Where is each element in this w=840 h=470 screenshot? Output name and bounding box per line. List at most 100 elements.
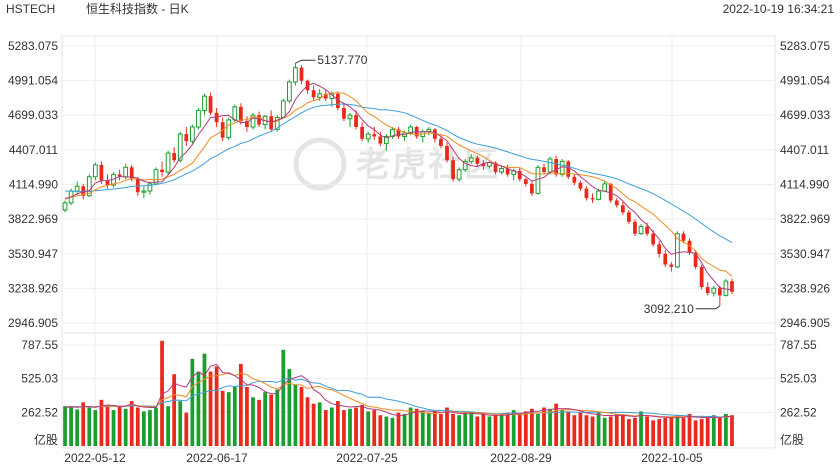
high-annotation-label: 5137.770 <box>317 53 367 67</box>
volume-bar <box>639 411 643 446</box>
volume-ma5-line <box>64 363 733 419</box>
volume-bar <box>178 401 183 446</box>
volume-unit-left: 亿股 <box>34 432 58 447</box>
volume-bar <box>681 417 686 446</box>
candle-body-up <box>141 190 147 193</box>
candle-body-down <box>378 136 383 144</box>
candle-body-down <box>208 96 213 113</box>
volume-bar <box>251 397 255 446</box>
volume-bar <box>220 390 225 446</box>
volume-bar <box>329 407 334 446</box>
x-tick-label: 2022-08-29 <box>490 451 552 465</box>
price-y-tick-right: 4991.054 <box>780 74 830 88</box>
volume-bar <box>232 387 237 446</box>
volume-y-tick-right: 525.03 <box>780 372 817 386</box>
price-ma-lines <box>64 82 733 291</box>
candle-body-up <box>365 133 371 140</box>
candle-body-down <box>245 121 249 127</box>
volume-bar <box>602 417 607 446</box>
candle-body-up <box>202 95 207 111</box>
volume-bar <box>299 387 304 446</box>
price-y-tick-right: 4699.033 <box>780 108 830 122</box>
candle-body-up <box>232 106 238 121</box>
candle-body-up <box>286 81 292 102</box>
volume-bar <box>414 408 419 446</box>
price-y-tick-left: 4114.990 <box>9 178 58 192</box>
volume-bar <box>396 412 401 446</box>
candle-body-up <box>383 135 389 145</box>
volume-bar <box>99 399 104 446</box>
candle-body-up <box>62 202 68 211</box>
volume-ma-lines <box>64 363 733 419</box>
volume-bar <box>657 419 662 446</box>
candle-body-down <box>238 106 243 122</box>
volume-bar <box>384 416 389 446</box>
volume-bar <box>105 404 110 446</box>
candle-body-up <box>675 233 680 268</box>
axes: 5283.075 5283.075 4991.054 4991.054 4699.033… <box>8 39 830 465</box>
candle-body-up <box>92 164 98 178</box>
volume-bar <box>590 416 595 446</box>
volume-panel-frame <box>61 332 776 449</box>
symbol-label: HSTECH <box>6 2 55 16</box>
candle-body-down <box>493 162 498 173</box>
price-y-tick-left: 4699.033 <box>8 108 58 122</box>
volume-bar <box>154 407 158 446</box>
candle-body-down <box>105 180 110 186</box>
datetime-label: 2022-10-19 16:34:21 <box>723 2 835 16</box>
candle-body-down <box>554 159 559 175</box>
volume-bar <box>439 413 443 446</box>
volume-bar <box>117 406 122 446</box>
candle-body-down <box>354 115 358 127</box>
price-y-tick-left: 4991.054 <box>8 74 58 88</box>
volume-bar <box>360 404 365 446</box>
price-y-tick-left: 5283.075 <box>8 39 58 53</box>
volume-bar <box>366 411 371 446</box>
candle-body-down <box>614 200 619 206</box>
volume-unit-right: 亿股 <box>780 432 804 447</box>
candle-body-down <box>566 161 571 177</box>
volume-bar <box>69 407 73 446</box>
grid <box>62 36 775 448</box>
volume-bar <box>536 413 540 446</box>
candle-body-up <box>317 93 323 98</box>
price-y-tick-right: 2946.905 <box>780 316 830 330</box>
candle-body-down <box>299 67 304 81</box>
volume-bar <box>390 417 395 446</box>
candle-body-down <box>620 205 625 213</box>
annotations: 5137.770 3092.210 <box>295 53 721 316</box>
candle-body-down <box>439 138 443 146</box>
volume-bar <box>305 397 310 446</box>
volume-bar <box>560 410 565 446</box>
candle-body-up <box>177 133 183 161</box>
volume-bar <box>129 401 134 446</box>
volume-bar <box>202 353 207 446</box>
candle-body-down <box>663 253 668 265</box>
candle-body-down <box>172 153 177 161</box>
candle-body-down <box>396 129 401 137</box>
candle-body-up <box>123 166 129 178</box>
candle-body-down <box>669 264 674 267</box>
volume-bar <box>451 413 455 446</box>
candle-body-down <box>608 183 613 201</box>
volume-bar <box>663 417 668 446</box>
candle-body-down <box>693 252 698 267</box>
volume-bar <box>572 415 577 446</box>
volume-bar <box>257 399 261 446</box>
volume-bar <box>214 366 219 446</box>
volume-bar <box>505 412 510 446</box>
candle-body-up <box>499 167 504 173</box>
price-y-tick-left: 3822.969 <box>8 212 58 226</box>
volume-bar <box>281 349 286 446</box>
volume-y-tick-left: 787.55 <box>21 338 58 352</box>
volume-bar <box>420 411 425 446</box>
volume-bar <box>378 415 383 446</box>
candle-body-down <box>214 112 219 123</box>
volume-ma10-line <box>64 372 733 419</box>
chart-title: 恒生科技指数 - 日K <box>86 1 189 16</box>
candle-body-down <box>651 233 656 245</box>
ma20-line <box>64 103 733 244</box>
volume-bar <box>608 416 613 446</box>
volume-bar <box>402 413 407 446</box>
